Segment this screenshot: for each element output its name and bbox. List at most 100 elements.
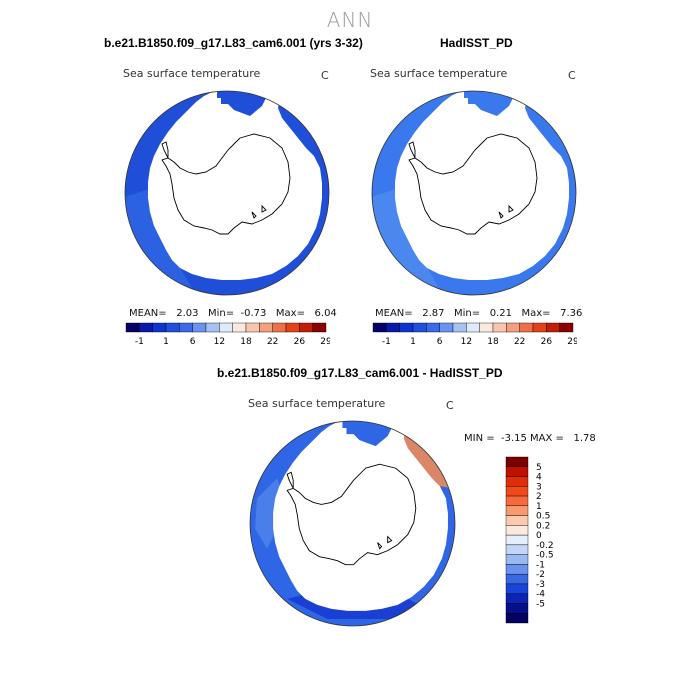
colorbar-swatch [505, 466, 529, 477]
colorbar-tick-label: 3 [536, 482, 542, 492]
colorbar-swatch [492, 322, 507, 333]
colorbar-tick-label: 26 [294, 337, 306, 347]
panel-1-units: C [321, 69, 329, 82]
ocean-shading [125, 188, 192, 288]
colorbar-tick-label: 1 [410, 337, 416, 347]
panel-2-title: HadISST_PD [440, 36, 513, 50]
colorbar-swatch [399, 322, 414, 333]
panel-1-variable: Sea surface temperature [123, 67, 261, 80]
colorbar-tick-label: 22 [514, 337, 525, 347]
colorbar-swatch [505, 486, 529, 497]
diff-panel-title: b.e21.B1850.f09_g17.L83_cam6.001 - HadIS… [217, 366, 503, 380]
colorbar-swatch [505, 554, 529, 565]
ocean-shading [372, 188, 439, 288]
colorbar-tick-label: 18 [487, 337, 499, 347]
antarctic-land [273, 422, 448, 611]
colorbar-tick-label: 5 [536, 463, 542, 473]
colorbar-tick-label: 6 [190, 337, 196, 347]
colorbar-swatch [505, 534, 529, 546]
panel-1-stats: MEAN= 2.03 Min= -0.73 Max= 6.04 [129, 308, 337, 319]
colorbar-tick-label: 29 [320, 337, 330, 347]
panel-2-units: C [568, 69, 576, 82]
colorbar-swatch [426, 322, 440, 333]
colorbar-tick-label: 22 [267, 337, 278, 347]
colorbar-swatch [505, 476, 529, 487]
colorbar-swatch [205, 322, 220, 333]
colorbar-swatch [259, 322, 273, 333]
colorbar-swatch [505, 544, 529, 555]
diff-panel-variable: Sea surface temperature [248, 397, 386, 410]
season-title: ANN [326, 8, 374, 32]
colorbar-swatch [519, 322, 534, 333]
colorbar-tick-label: 26 [541, 337, 553, 347]
colorbar-tick-label: 18 [240, 337, 252, 347]
map-boundary [249, 420, 456, 627]
coastline [408, 133, 538, 235]
colorbar-swatch [505, 613, 529, 624]
antarctic-land [395, 92, 569, 280]
colorbar-tick-label: -1 [382, 337, 391, 347]
coastline [286, 463, 417, 566]
colorbar-swatch [125, 322, 140, 333]
colorbar-tick-label: -0.5 [536, 551, 554, 561]
colorbar-swatch [505, 515, 529, 526]
colorbar-tick-label: -2 [536, 570, 545, 580]
colorbar-swatch [546, 322, 560, 333]
colorbar-swatch [532, 322, 547, 333]
colorbar-swatch [219, 322, 233, 333]
colorbar-tick-label: -1 [536, 560, 545, 570]
coastline [161, 133, 291, 235]
diff-panel-units: C [446, 399, 454, 412]
colorbar-swatch [506, 322, 520, 333]
colorbar-swatch [232, 322, 247, 333]
panel-2-variable: Sea surface temperature [370, 67, 508, 80]
diff-panel-minmax: MIN = -3.15 MAX = 1.78 [464, 433, 596, 444]
panel-2-colorbar: -1 1 6 12 18 22 26 29 [372, 322, 577, 347]
colorbar-swatch [505, 593, 529, 604]
colorbar-swatch [272, 322, 287, 333]
colorbar-swatch [152, 322, 167, 333]
colorbar-swatch [505, 603, 529, 614]
colorbar-swatch [452, 322, 467, 333]
colorbar-swatch [479, 322, 494, 333]
colorbar-swatch [505, 495, 529, 507]
colorbar-tick-label: 12 [461, 337, 472, 347]
colorbar-tick-label: 4 [536, 473, 542, 483]
colorbar-swatch [299, 322, 313, 333]
antarctic-land [148, 92, 322, 280]
colorbar-swatch [505, 564, 529, 575]
colorbar-tick-label: 0 [536, 531, 542, 541]
colorbar-swatch [439, 322, 454, 333]
colorbar-tick-label: 29 [567, 337, 577, 347]
colorbar-swatch [466, 322, 480, 333]
colorbar-tick-label: 1 [163, 337, 169, 347]
colorbar-swatch [505, 456, 529, 467]
colorbar-swatch [505, 505, 529, 516]
colorbar-tick-label: -3 [536, 580, 545, 590]
panel-1-title: b.e21.B1850.f09_g17.L83_cam6.001 (yrs 3-… [104, 36, 363, 50]
colorbar-swatch [179, 322, 193, 333]
colorbar-tick-label: 6 [437, 337, 443, 347]
colorbar-swatch [505, 583, 529, 594]
colorbar-swatch [559, 322, 574, 333]
colorbar-tick-label: 2 [536, 492, 542, 502]
colorbar-tick-label: -1 [135, 337, 144, 347]
colorbar-swatch [165, 322, 180, 333]
colorbar-swatch [505, 525, 529, 536]
diff-panel-polar-map [249, 420, 456, 627]
warm-anomaly-region [397, 428, 453, 489]
panel-1-colorbar: -1 1 6 12 18 22 26 29 [125, 322, 330, 347]
colorbar-swatch [312, 322, 327, 333]
colorbar-tick-label: 1 [536, 502, 542, 512]
colorbar-swatch [505, 573, 529, 585]
colorbar-swatch [245, 322, 260, 333]
panel-2-polar-map [371, 90, 577, 296]
panel-1-polar-map [124, 90, 330, 296]
colorbar-swatch [386, 322, 400, 333]
colorbar-tick-label: -0.2 [536, 541, 554, 551]
panel-2-stats: MEAN= 2.87 Min= 0.21 Max= 7.36 [375, 308, 583, 319]
colorbar-swatch [139, 322, 153, 333]
colorbar-swatch [412, 322, 427, 333]
colorbar-tick-label: -5 [536, 599, 545, 609]
colorbar-tick-label: 0.2 [536, 521, 550, 531]
